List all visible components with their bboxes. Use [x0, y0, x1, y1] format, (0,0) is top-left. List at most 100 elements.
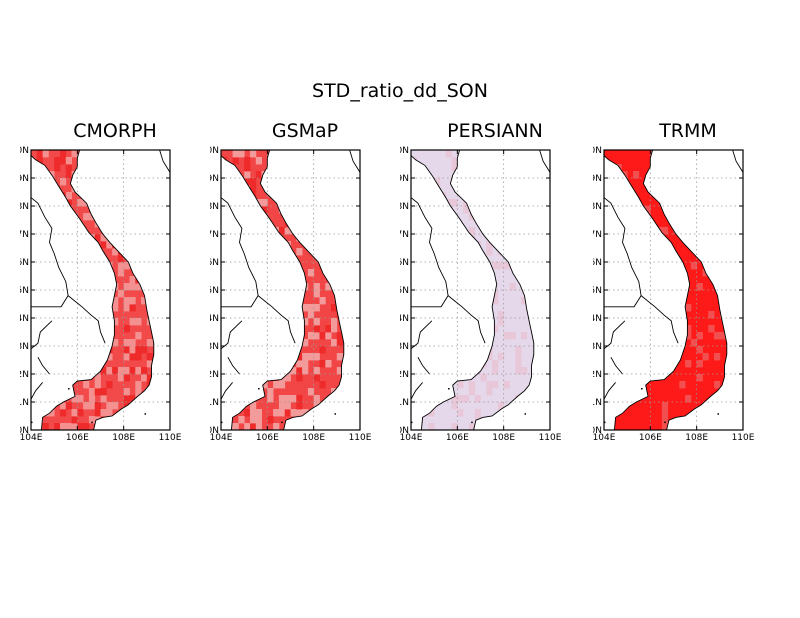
grid-cell — [627, 297, 634, 305]
country-border — [610, 356, 623, 375]
grid-cell — [342, 234, 344, 242]
island — [604, 421, 606, 424]
island — [411, 421, 413, 424]
grid-cell — [60, 374, 67, 382]
grid-cell — [152, 192, 154, 200]
grid-cell — [307, 353, 315, 361]
grid-cell — [106, 332, 113, 340]
grid-cell — [141, 423, 148, 430]
grid-cell — [273, 150, 280, 158]
grid-cell — [302, 213, 309, 221]
lat-tick-label: 12N — [400, 370, 409, 380]
grid-cell — [411, 332, 418, 340]
grid-cell — [77, 423, 84, 430]
grid-cell — [342, 297, 344, 305]
grid-cell — [714, 381, 721, 389]
country-border — [640, 295, 679, 344]
grid-cell — [232, 339, 239, 347]
grid-cell — [129, 318, 136, 326]
lon-tick-label: 110E — [159, 433, 182, 443]
grid-cell — [492, 150, 499, 158]
grid-cell — [244, 185, 251, 193]
grid-cell — [307, 304, 315, 312]
grid-cell — [226, 318, 233, 326]
grid-cell — [244, 381, 251, 389]
lat-tick-label: 14N — [593, 314, 602, 324]
grid-cell — [302, 409, 309, 417]
grid-cell — [117, 290, 125, 298]
grid-cell — [100, 157, 107, 165]
grid-cell — [267, 339, 274, 347]
grid-cell — [141, 192, 148, 200]
grid-cell — [342, 409, 344, 417]
grid-cell — [273, 325, 280, 333]
grid-cell — [725, 318, 727, 326]
grid-cell — [112, 241, 119, 249]
grid-cell — [255, 262, 262, 270]
grid-cell — [146, 206, 153, 214]
grid-cell — [696, 374, 703, 382]
grid-cell — [348, 416, 354, 423]
grid-cell — [232, 367, 239, 375]
grid-cell — [348, 311, 354, 318]
grid-cell — [100, 311, 107, 319]
grid-cell — [77, 241, 84, 249]
grid-cell — [468, 185, 476, 193]
grid-cell — [60, 234, 67, 242]
grid-cell — [526, 297, 533, 305]
grid-cell — [267, 332, 274, 340]
coastlines — [221, 150, 360, 430]
grid-cell — [319, 332, 326, 340]
grid-cell — [521, 332, 528, 340]
lon-tick-label: 108E — [112, 433, 135, 443]
grid-cell — [261, 346, 268, 354]
grid-cell — [60, 318, 67, 326]
grid-cell — [492, 297, 499, 305]
country-border — [221, 382, 233, 400]
grid-cell — [296, 234, 303, 242]
grid-cell — [267, 241, 274, 249]
grid-cell — [296, 409, 303, 417]
grid-cell — [319, 164, 326, 172]
grid-cell — [521, 367, 528, 375]
grid-cell — [129, 276, 136, 284]
grid-cell — [158, 220, 164, 227]
grid-cell — [54, 227, 61, 235]
grid-cell — [331, 304, 338, 312]
grid-cell — [88, 164, 96, 172]
grid-cell — [83, 381, 90, 389]
grid-cell — [267, 178, 274, 186]
grid-cell — [486, 171, 493, 179]
grid-cell — [221, 353, 228, 361]
grid-cell — [221, 395, 228, 403]
grid-cell — [106, 423, 113, 430]
grid-cell — [348, 227, 354, 234]
grid-cell — [123, 346, 130, 354]
grid-cell — [146, 304, 153, 312]
grid-cell — [331, 157, 338, 165]
grid-cell — [290, 409, 297, 417]
grid-cell — [532, 185, 534, 193]
grid-cell — [325, 199, 332, 207]
grid-cell — [307, 416, 315, 424]
panel-title: GSMaP — [271, 120, 339, 142]
grid-cell — [261, 199, 268, 207]
grid-cell — [278, 402, 286, 410]
grid-cell — [480, 374, 487, 382]
grid-cell — [106, 318, 113, 326]
lat-tick-label: 15N — [593, 286, 602, 296]
grid-cell — [538, 241, 544, 248]
lon-tick-label: 106E — [639, 433, 662, 443]
grid-cell — [509, 227, 516, 235]
grid-cell — [146, 297, 153, 305]
grid-cell — [48, 283, 55, 291]
grid-cell — [238, 276, 245, 284]
grid-cell — [152, 220, 154, 228]
grid-cell — [135, 213, 142, 221]
grid-cell — [71, 416, 78, 424]
grid-cell — [685, 304, 692, 312]
grid-cell — [42, 283, 49, 291]
grid-cell — [627, 248, 634, 256]
grid-cell — [255, 416, 262, 424]
grid-cell — [100, 185, 107, 193]
